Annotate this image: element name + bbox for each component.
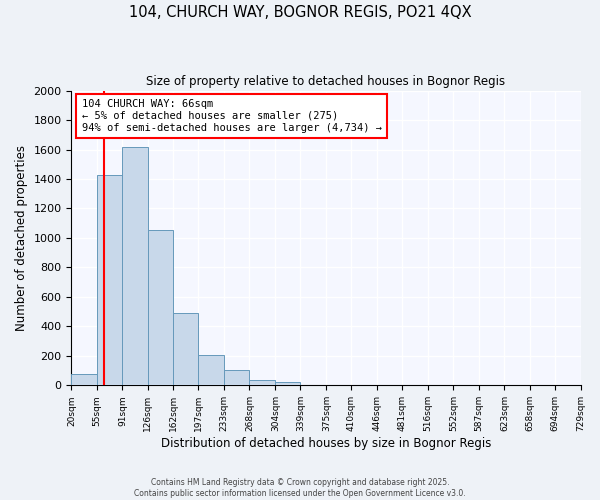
Text: 104 CHURCH WAY: 66sqm
← 5% of detached houses are smaller (275)
94% of semi-deta: 104 CHURCH WAY: 66sqm ← 5% of detached h… <box>82 100 382 132</box>
Bar <box>301 384 326 386</box>
Text: 104, CHURCH WAY, BOGNOR REGIS, PO21 4QX: 104, CHURCH WAY, BOGNOR REGIS, PO21 4QX <box>128 5 472 20</box>
Bar <box>224 370 250 386</box>
Bar <box>275 382 301 386</box>
Bar <box>148 230 173 386</box>
Bar <box>71 374 97 386</box>
Bar <box>97 174 122 386</box>
Bar <box>173 313 199 386</box>
Bar <box>199 355 224 386</box>
Y-axis label: Number of detached properties: Number of detached properties <box>15 145 28 331</box>
Bar <box>250 380 275 386</box>
Title: Size of property relative to detached houses in Bognor Regis: Size of property relative to detached ho… <box>146 75 506 88</box>
Bar <box>122 146 148 386</box>
Text: Contains HM Land Registry data © Crown copyright and database right 2025.
Contai: Contains HM Land Registry data © Crown c… <box>134 478 466 498</box>
X-axis label: Distribution of detached houses by size in Bognor Regis: Distribution of detached houses by size … <box>161 437 491 450</box>
